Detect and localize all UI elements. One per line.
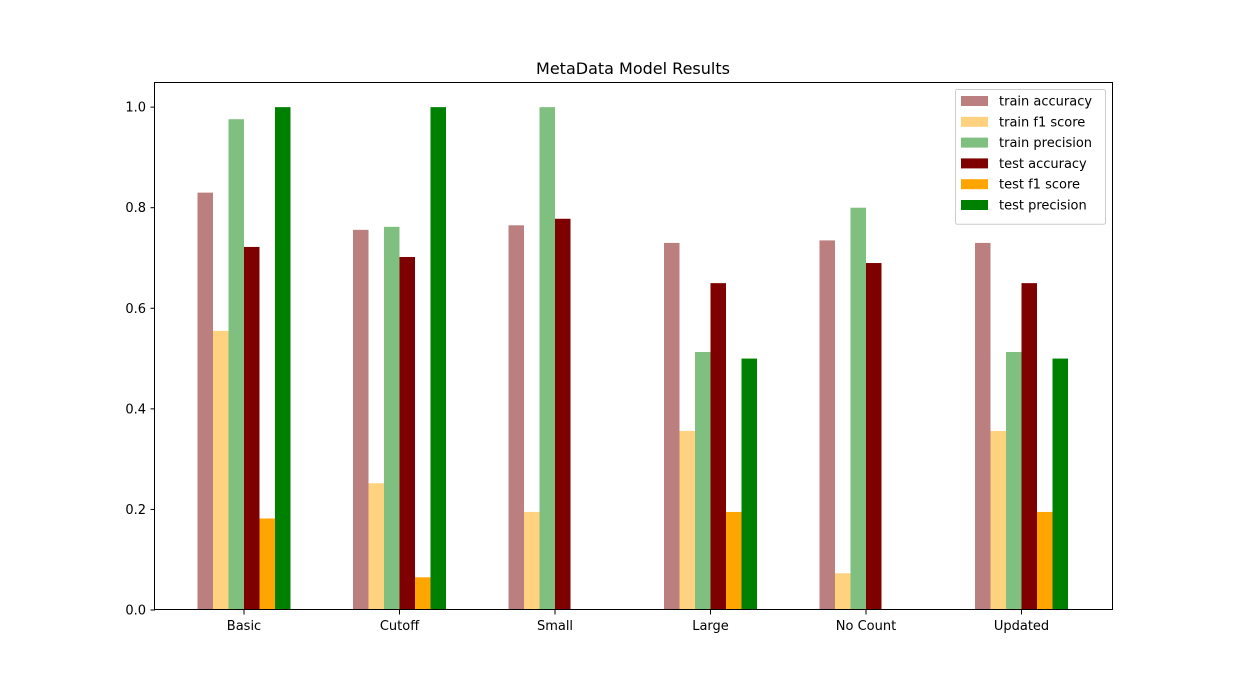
x-tick-label: No Count [836, 619, 896, 634]
legend-label-train-accuracy: train accuracy [999, 95, 1092, 110]
bar-train-f1-score-updated [990, 430, 1006, 610]
legend-swatch-train-accuracy [961, 96, 988, 106]
legend-label-train-f1-score: train f1 score [999, 115, 1085, 130]
bar-train-f1-score-large [679, 430, 695, 610]
bar-train-precision-large [695, 352, 711, 610]
bar-train-accuracy-cutoff [353, 229, 369, 610]
legend-swatch-train-precision [961, 137, 988, 148]
y-tick-label: 0.0 [125, 604, 146, 619]
bar-test-accuracy-cutoff [399, 256, 415, 610]
bar-train-accuracy-no-count [819, 240, 835, 610]
bar-train-precision-basic [228, 119, 244, 611]
bar-test-precision-basic [275, 107, 291, 610]
bar-test-f1-score-cutoff [415, 577, 431, 610]
bar-test-precision-large [741, 358, 757, 610]
x-axis: Basic Cutoff Small Large No Count Updated [227, 610, 1049, 634]
bar-train-accuracy-updated [975, 242, 991, 610]
bar-train-f1-score-small [524, 511, 540, 610]
bar-test-f1-score-large [726, 511, 742, 610]
legend-label-test-precision: test precision [999, 199, 1087, 214]
bar-test-accuracy-basic [244, 246, 260, 610]
y-tick-label: 0.4 [125, 402, 146, 417]
bars-layer [197, 107, 1068, 611]
x-tick-label: Small [537, 619, 573, 634]
bar-test-f1-score-basic [259, 518, 275, 610]
y-tick-label: 0.6 [125, 302, 146, 317]
bar-test-precision-updated [1052, 358, 1068, 610]
legend-box [955, 89, 1106, 225]
bar-train-accuracy-small [508, 225, 524, 610]
bar-test-precision-cutoff [430, 107, 446, 610]
y-tick-label: 1.0 [125, 101, 146, 116]
y-axis: 0.0 0.2 0.4 0.6 0.8 1.0 [125, 101, 155, 619]
bar-train-accuracy-basic [197, 192, 213, 610]
legend-swatch-test-f1-score [961, 179, 988, 190]
legend: train accuracy train f1 score train precis… [955, 89, 1106, 225]
bar-train-f1-score-no-count [835, 573, 851, 610]
chart-title: MetaData Model Results [536, 59, 730, 78]
bar-train-precision-small [539, 107, 555, 610]
legend-swatch-test-precision [961, 200, 988, 210]
bar-train-precision-updated [1006, 352, 1022, 610]
bar-test-accuracy-updated [1021, 283, 1037, 610]
bar-train-accuracy-large [664, 242, 680, 610]
bar-train-f1-score-basic [213, 330, 229, 610]
bar-train-precision-cutoff [384, 226, 400, 610]
bar-test-accuracy-large [710, 283, 726, 610]
x-tick-label: Cutoff [380, 619, 420, 634]
legend-swatch-train-f1-score [961, 116, 988, 127]
legend-label-test-f1-score: test f1 score [999, 178, 1080, 193]
bar-test-accuracy-no-count [866, 263, 882, 610]
y-tick-label: 0.8 [125, 201, 146, 216]
legend-swatch-test-accuracy [961, 158, 988, 169]
x-tick-label: Large [692, 619, 729, 634]
y-tick-label: 0.2 [125, 503, 146, 518]
bar-train-precision-no-count [850, 207, 866, 610]
legend-label-test-accuracy: test accuracy [999, 157, 1087, 172]
bar-test-accuracy-small [555, 218, 571, 610]
x-tick-label: Basic [227, 619, 261, 634]
legend-label-train-precision: train precision [999, 136, 1092, 151]
plot-frame [154, 82, 1113, 610]
bar-test-f1-score-updated [1037, 511, 1053, 610]
bar-train-f1-score-cutoff [368, 483, 384, 610]
x-tick-label: Updated [994, 619, 1049, 634]
